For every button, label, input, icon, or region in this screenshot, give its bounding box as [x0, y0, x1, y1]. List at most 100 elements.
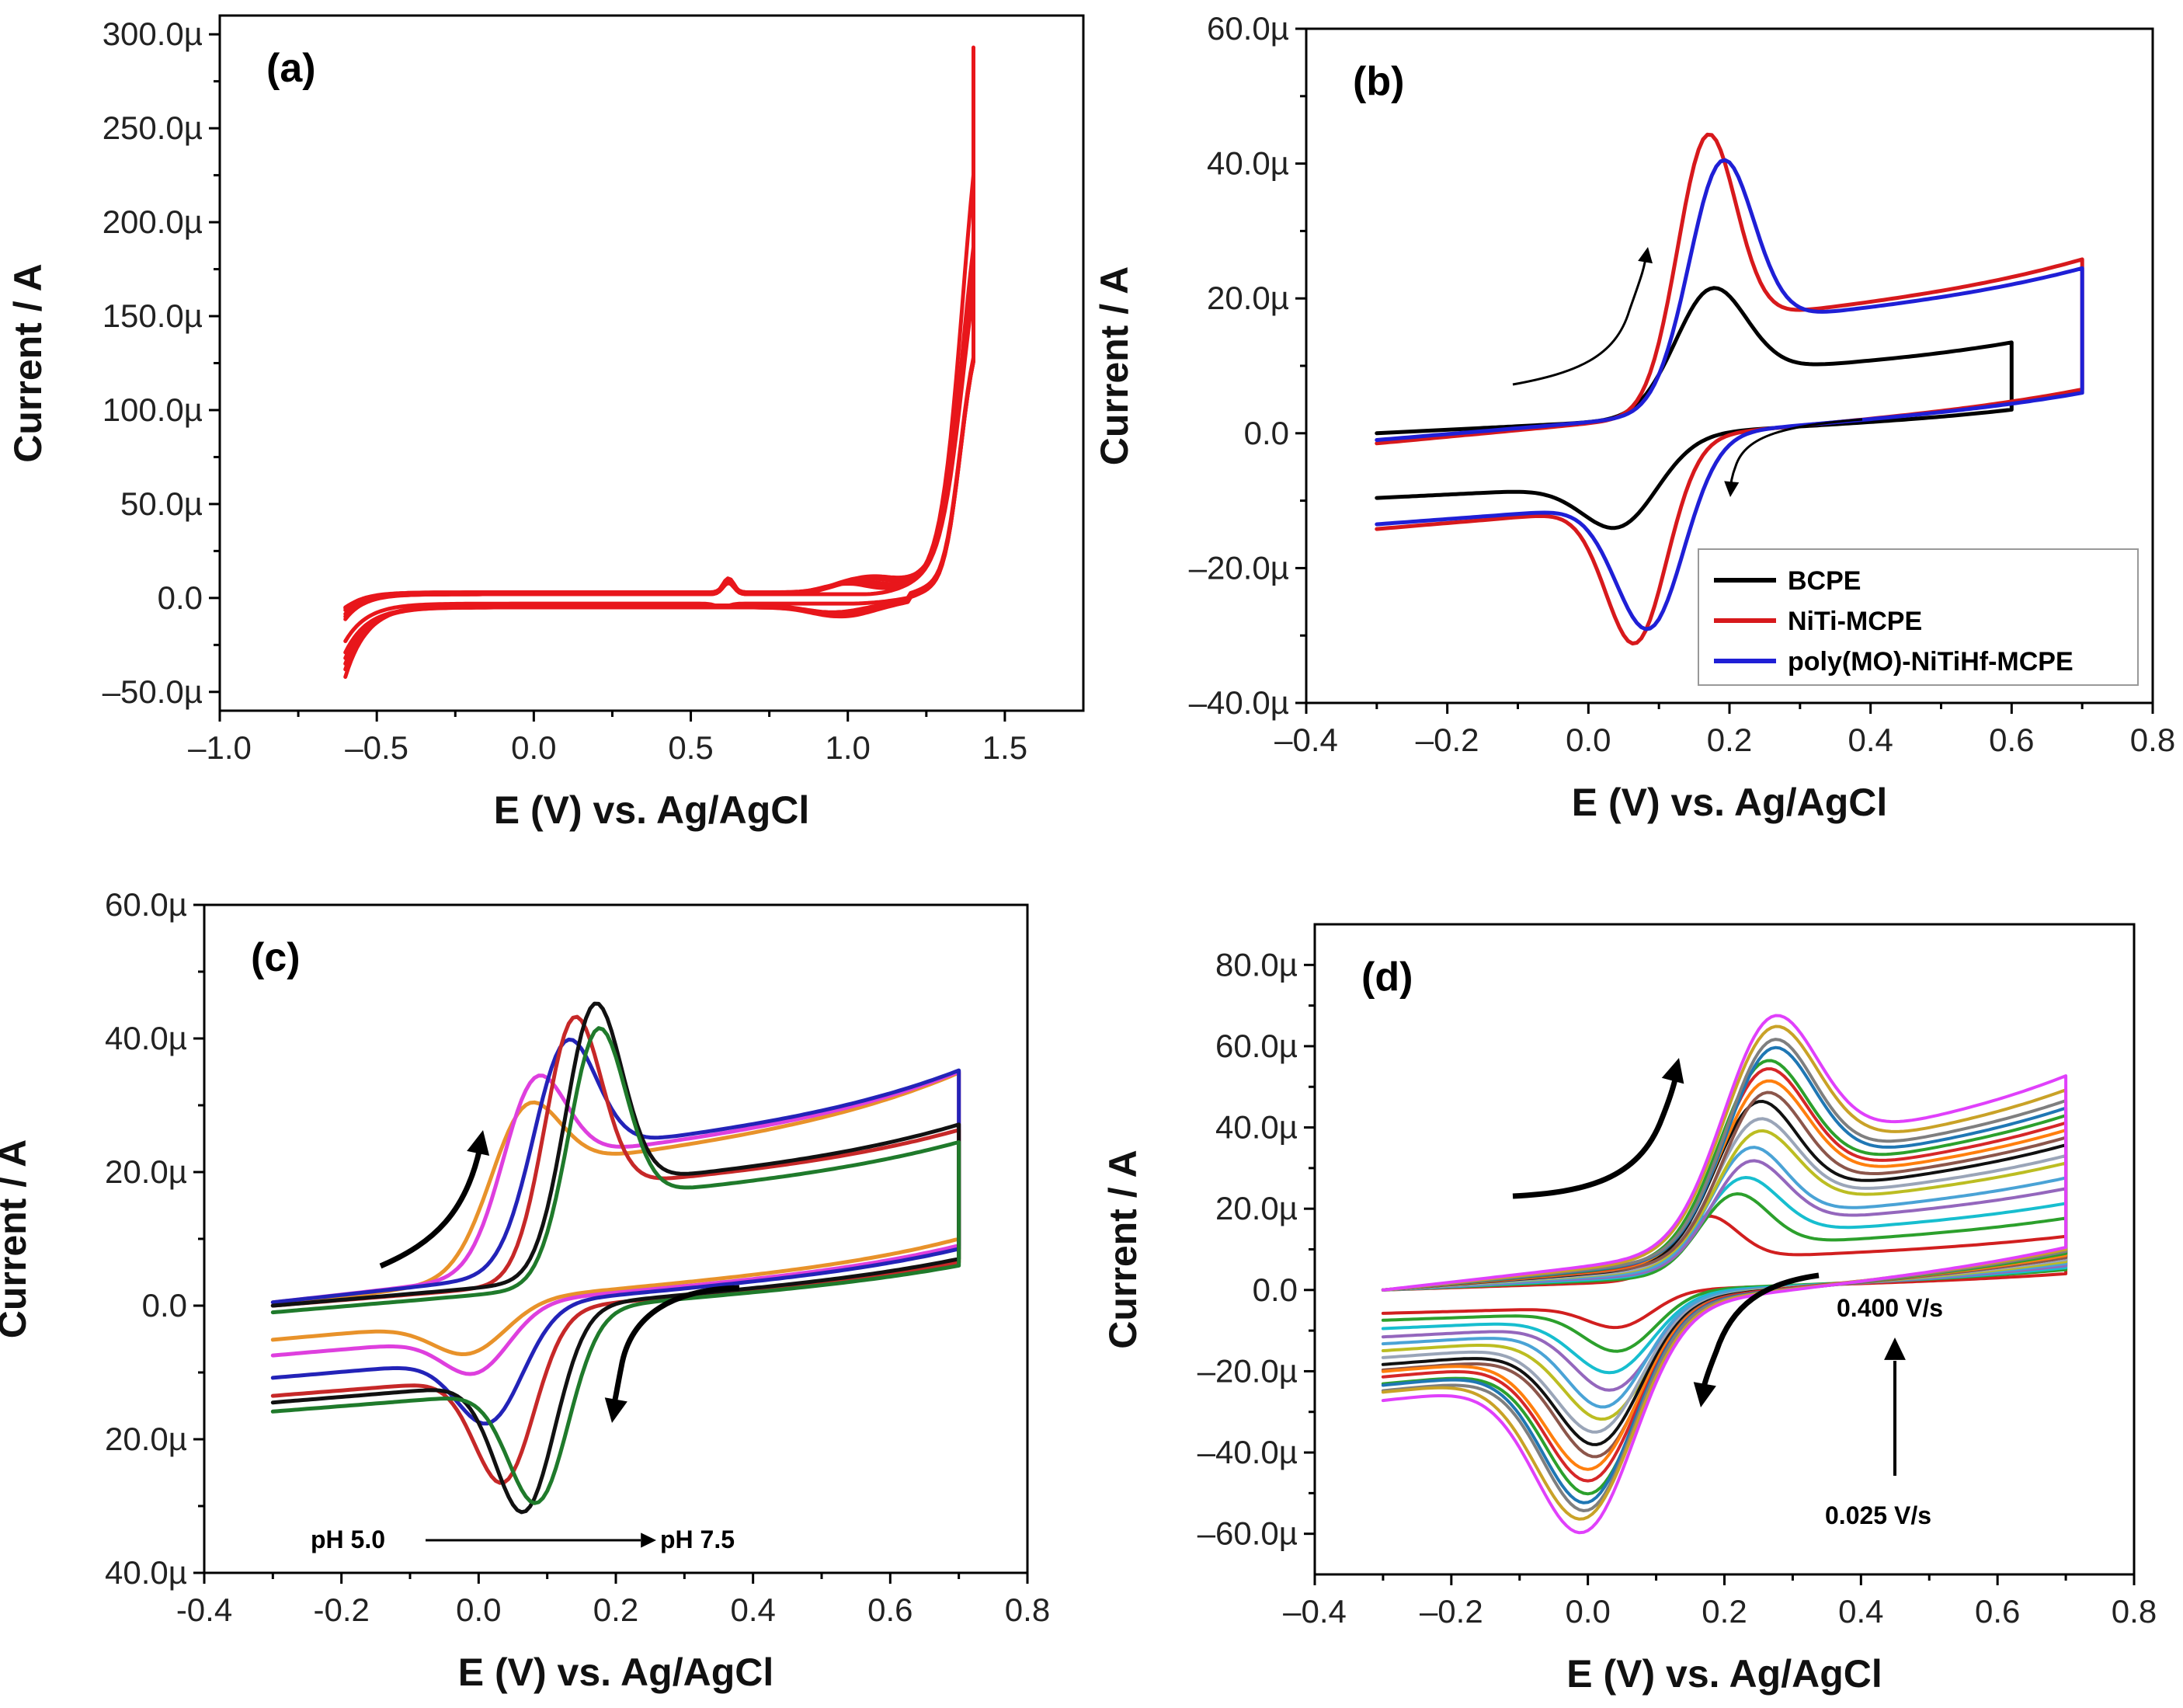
- arrow-head: [1693, 1382, 1716, 1407]
- y-tick-label: 40.0µ: [1215, 1109, 1298, 1146]
- plot-frame: [203, 903, 1029, 1574]
- x-tick-label: 0.2: [1707, 722, 1752, 758]
- legend-label: NiTi-MCPE: [1788, 607, 1922, 636]
- curves: [1381, 1014, 2068, 1535]
- x-tick-label: 0.0: [1565, 1593, 1610, 1630]
- y-tick-label: 0.0: [142, 1287, 187, 1324]
- series-line: [270, 1026, 961, 1505]
- series-line: [1375, 286, 2014, 530]
- arrow-head: [467, 1130, 490, 1157]
- x-axis-label: E (V) vs. Ag/AgCl: [1572, 781, 1888, 824]
- panel-label: (c): [251, 935, 301, 980]
- curves: [270, 1001, 961, 1515]
- y-tick-label: 20.0µ: [105, 1153, 187, 1190]
- arrow-head: [641, 1532, 656, 1548]
- x-tick-label: 1.0: [826, 729, 871, 766]
- sweep-arrow-reverse: [610, 1285, 740, 1407]
- panel-label: (d): [1361, 955, 1413, 1000]
- x-tick-label: 0.4: [730, 1591, 775, 1628]
- legend-label: BCPE: [1788, 566, 1861, 596]
- x-tick-label: 0.6: [867, 1591, 912, 1628]
- y-tick-label: 40.0µ: [1207, 145, 1289, 182]
- x-tick-label: -0.2: [313, 1591, 369, 1628]
- x-tick-label: 0.6: [1989, 722, 2034, 758]
- x-tick-label: 0.8: [1005, 1591, 1050, 1628]
- arrow-head: [1884, 1338, 1906, 1360]
- y-tick-label: 60.0µ: [105, 886, 187, 923]
- y-tick-label: 20.0µ: [105, 1421, 187, 1457]
- x-tick-label: 0.6: [1975, 1593, 2020, 1630]
- x-tick-label: –0.5: [345, 729, 408, 766]
- series-line: [1381, 1014, 2068, 1535]
- y-tick-label: 150.0µ: [103, 297, 203, 334]
- x-tick-label: 0.2: [1702, 1593, 1747, 1630]
- x-tick-label: –0.2: [1416, 722, 1479, 758]
- x-tick-label: –1.0: [188, 729, 252, 766]
- series-line: [1375, 158, 2084, 631]
- y-tick-label: 60.0µ: [1215, 1028, 1298, 1064]
- arrow-head: [1638, 247, 1653, 264]
- y-tick-label: –60.0µ: [1198, 1515, 1298, 1552]
- panel-d: –0.4 –0.2 0.0 0.2 0.4 0.6 0.8 –60.0µ –40.0µ –20.0…: [1101, 923, 2157, 1696]
- x-tick-label: 0.0: [511, 729, 556, 766]
- y-axis-label: Current / A: [0, 1139, 34, 1339]
- panel-b: –0.4 –0.2 0.0 0.2 0.4 0.6 0.8 –40.0µ –20.0µ 0.0 20…: [1093, 10, 2175, 824]
- sweep-arrow-reverse: [1700, 1272, 1820, 1391]
- x-tick-label: 1.5: [982, 729, 1027, 766]
- arrow-head: [604, 1397, 627, 1423]
- panel-label: (b): [1353, 59, 1404, 104]
- y-tick-label: 0.0: [1253, 1271, 1298, 1308]
- x-tick-label: -0.4: [176, 1591, 232, 1628]
- y-tick-label: –40.0µ: [1198, 1434, 1298, 1470]
- y-tick-label: –20.0µ: [1189, 549, 1289, 586]
- y-tick-label: 200.0µ: [103, 203, 203, 240]
- x-tick-label: –0.2: [1420, 1593, 1483, 1630]
- sweep-arrow-forward: [379, 1147, 483, 1269]
- x-tick-label: 0.8: [2112, 1593, 2157, 1630]
- x-tick-label: 0.4: [1848, 722, 1893, 758]
- scan-rate-low-label: 0.025 V/s: [1825, 1501, 1931, 1529]
- y-tick-label: 60.0µ: [1207, 10, 1289, 47]
- y-tick-label: 50.0µ: [120, 485, 203, 522]
- y-tick-label: –50.0µ: [103, 673, 203, 710]
- y-axis-label: Current / A: [1093, 266, 1136, 466]
- scan-rate-high-label: 0.400 V/s: [1837, 1294, 1943, 1322]
- y-tick-label: 0.0: [158, 579, 203, 616]
- x-tick-label: 0.2: [593, 1591, 638, 1628]
- x-axis-label: E (V) vs. Ag/AgCl: [494, 788, 810, 832]
- arrow-head: [1724, 481, 1740, 497]
- y-tick-label: –40.0µ: [1189, 684, 1289, 721]
- y-tick-label: 100.0µ: [103, 391, 203, 428]
- panel-c: -0.4 -0.2 0.0 0.2 0.4 0.6 0.8 40.0µ 20.0µ 0.0 20.0…: [0, 886, 1050, 1694]
- y-tick-label: 250.0µ: [103, 110, 203, 146]
- y-tick-label: 300.0µ: [103, 16, 203, 52]
- x-axis-label: E (V) vs. Ag/AgCl: [458, 1651, 774, 1694]
- panel-label: (a): [266, 46, 316, 91]
- plot-frame: [1313, 923, 2136, 1576]
- x-tick-label: 0.0: [456, 1591, 501, 1628]
- y-tick-label: –20.0µ: [1198, 1352, 1298, 1389]
- y-tick-label: 20.0µ: [1207, 280, 1289, 316]
- x-tick-label: –0.4: [1283, 1593, 1347, 1630]
- ph-end-label: pH 7.5: [660, 1525, 735, 1553]
- y-tick-label: 80.0µ: [1215, 946, 1298, 983]
- x-tick-label: 0.4: [1838, 1593, 1883, 1630]
- panel-a: –1.0 –0.5 0.0 0.5 1.0 1.5 –50.0µ 0.0 50.0µ 100.0µ…: [6, 14, 1085, 832]
- series-line: [270, 1001, 961, 1515]
- legend-label: poly(MO)-NiTiHf-MCPE: [1788, 647, 2074, 677]
- x-tick-label: –0.4: [1274, 722, 1338, 758]
- x-tick-label: 0.0: [1566, 722, 1611, 758]
- y-axis-label: Current / A: [1101, 1150, 1145, 1349]
- x-tick-label: 0.8: [2130, 722, 2175, 758]
- x-tick-label: 0.5: [668, 729, 713, 766]
- arrow-head: [1661, 1058, 1684, 1084]
- series-line: [343, 220, 975, 643]
- y-tick-label: 40.0µ: [105, 1554, 187, 1591]
- series-line: [270, 1037, 961, 1426]
- ph-start-label: pH 5.0: [311, 1525, 385, 1553]
- y-tick-label: 0.0: [1244, 415, 1289, 451]
- curves: [1375, 132, 2084, 645]
- curves: [343, 45, 975, 679]
- x-axis-label: E (V) vs. Ag/AgCl: [1566, 1652, 1882, 1696]
